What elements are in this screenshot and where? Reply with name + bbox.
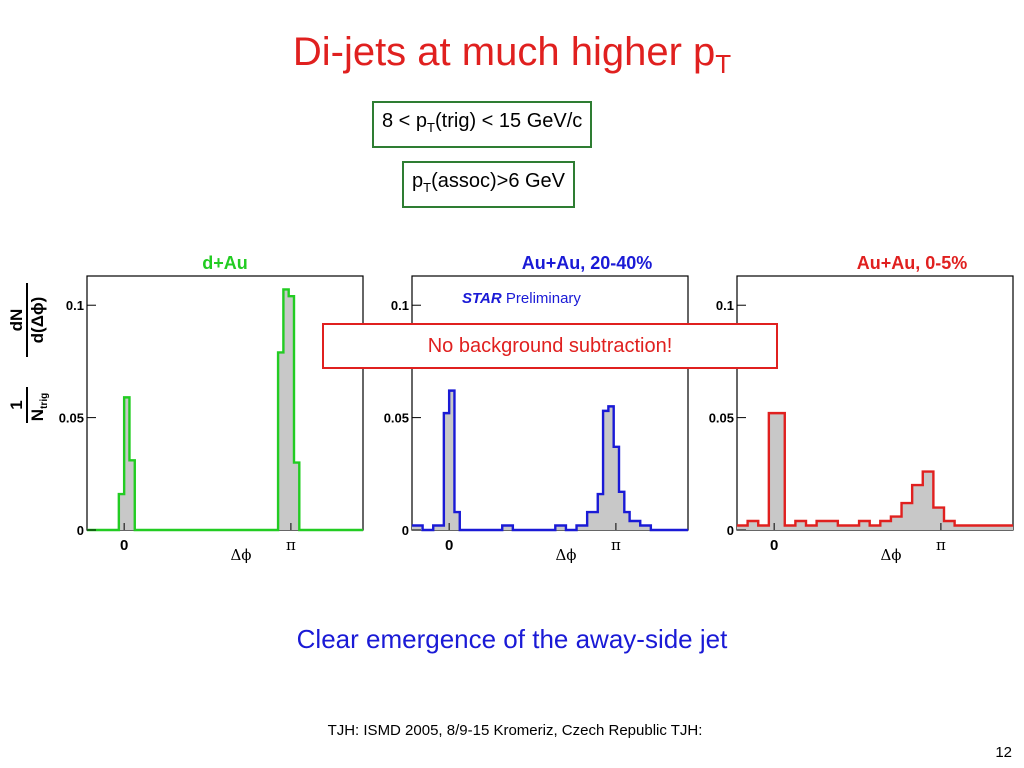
- x-tick-label: π: [286, 536, 296, 554]
- assoc-cut-prefix: p: [412, 170, 424, 192]
- star-label: STAR: [462, 290, 502, 307]
- x-tick-label: 0: [120, 537, 128, 554]
- histogram-outline: [737, 411, 1013, 527]
- y-tick-label: 0.05: [59, 411, 84, 426]
- histogram-outline: [412, 389, 688, 532]
- y-tick-label: 0: [727, 523, 734, 538]
- x-tick-label: 0: [445, 537, 453, 554]
- x-tick-label: π: [611, 536, 621, 554]
- panel-title: Au+Au, 20-40%: [522, 253, 653, 273]
- title-subscript: T: [715, 49, 732, 79]
- caption: Clear emergence of the away-side jet: [296, 624, 728, 654]
- y-label-fraction-denominator: Ntrig: [28, 393, 50, 421]
- x-axis-label: Δϕ: [880, 546, 901, 564]
- y-tick-label: 0.05: [709, 411, 734, 426]
- y-tick-label: 0.1: [391, 298, 409, 313]
- histogram-outline: [87, 288, 363, 532]
- y-tick-label: 0.1: [66, 298, 84, 313]
- panel-title: d+Au: [202, 253, 248, 273]
- y-tick-label: 0: [77, 523, 84, 538]
- footer: TJH: ISMD 2005, 8/9-15 Kromeriz, Czech R…: [327, 722, 703, 739]
- assoc-cut-suffix: (assoc)>6 GeV: [431, 170, 566, 192]
- trigger-cut-suffix: (trig) < 15 GeV/c: [435, 110, 583, 132]
- assoc-pt-cut-box: pT(assoc)>6 GeV: [402, 161, 576, 208]
- x-axis-label: Δϕ: [555, 546, 576, 564]
- no-background-subtraction-box: No background subtraction!: [322, 323, 778, 369]
- x-tick-label: 0: [770, 537, 778, 554]
- y-tick-label: 0.1: [716, 298, 734, 313]
- title-main: Di-jets at much higher p: [292, 30, 716, 74]
- plot-frame: [411, 275, 689, 531]
- assoc-cut-subscript: T: [423, 180, 432, 195]
- histogram-panel-3: 0 0.05 0.1 0 π Δϕ Au+Au, 0-5%: [709, 253, 1014, 564]
- y-label-fraction-numerator: 1: [7, 400, 26, 409]
- y-tick-label: 0.05: [384, 411, 409, 426]
- page-number: 12: [995, 744, 1012, 761]
- y-label-derivative-denominator: d(Δϕ): [28, 297, 47, 344]
- slide-title: Di-jets at much higher pT: [0, 28, 1024, 88]
- preliminary-label: Preliminary: [501, 290, 581, 307]
- y-label-derivative-numerator: dN: [7, 309, 26, 332]
- trigger-pt-cut-box: 8 < pT(trig) < 15 GeV/c: [372, 101, 593, 148]
- x-tick-label: π: [936, 536, 946, 554]
- y-tick-label: 0: [402, 523, 409, 538]
- star-preliminary-label: STAR Preliminary: [462, 290, 581, 307]
- panel-title: Au+Au, 0-5%: [857, 253, 968, 273]
- trigger-cut-prefix: 8 < p: [382, 110, 428, 132]
- histogram-panel-2: 0 0.05 0.1 0 π Δϕ Au+Au, 20-40%: [384, 253, 689, 564]
- trigger-cut-subscript: T: [427, 120, 435, 135]
- histogram-fill: [412, 390, 688, 530]
- x-axis-label: Δϕ: [230, 546, 251, 564]
